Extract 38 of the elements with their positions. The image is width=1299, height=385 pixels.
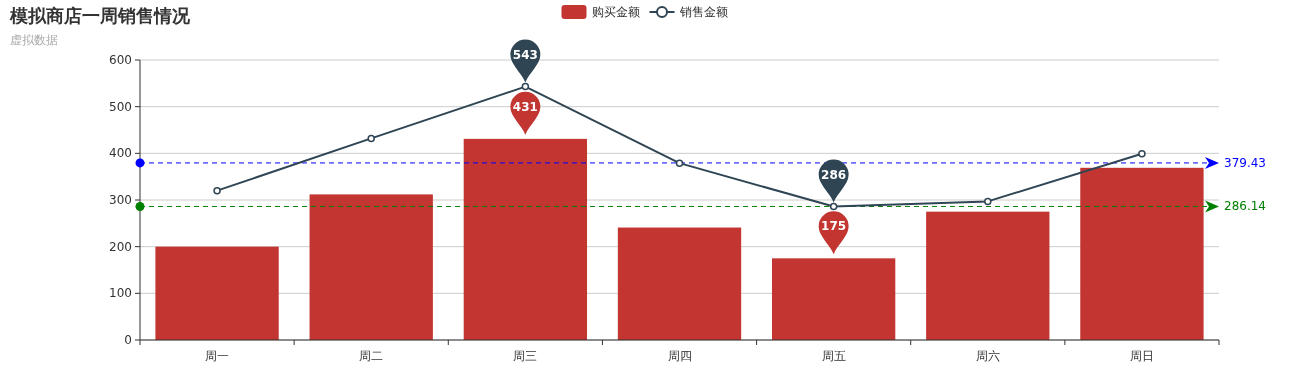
text: 虚拟数据 (10, 33, 58, 47)
y-tick-label: 500 (109, 99, 132, 114)
bar (1080, 167, 1204, 340)
ref-line-label: 379.43 (1224, 155, 1266, 170)
annotation: 543 (512, 47, 538, 62)
y-tick-label: 600 (109, 53, 132, 67)
annotation: 286 (821, 167, 847, 182)
bar (155, 246, 279, 340)
legend-label: 销售金额 (678, 5, 728, 19)
y-tick-label: 0 (124, 333, 132, 347)
chart-title: 模拟商店一周销售情况 (9, 5, 191, 26)
annotation: 175 (821, 219, 847, 234)
x-tick-label: 周日 (1129, 349, 1154, 363)
x-tick-label: 周五 (821, 349, 846, 363)
ref-line-label: 286.14 (1224, 199, 1266, 214)
y-tick-label: 300 (109, 193, 132, 207)
point (367, 134, 375, 143)
point (1138, 150, 1146, 158)
point (984, 197, 992, 206)
y-tick-label: 400 (109, 146, 132, 161)
bar (309, 194, 433, 340)
bar (771, 258, 896, 340)
point (675, 159, 684, 167)
y-tick-label: 100 (109, 286, 132, 301)
y-tick-label: 200 (109, 239, 132, 254)
bar (463, 138, 588, 340)
point (521, 82, 530, 91)
x-tick-label: 周二 (359, 349, 384, 363)
legend-label: 购买金额 (591, 5, 640, 19)
point (829, 202, 838, 211)
bar (926, 211, 1050, 340)
bar (617, 227, 742, 340)
x-tick-label: 周四 (667, 349, 692, 363)
x-tick-label: 周三 (513, 349, 538, 363)
annotation: 431 (512, 99, 538, 114)
point (213, 186, 221, 195)
x-tick-label: 周一 (205, 349, 230, 363)
x-tick-label: 周六 (975, 349, 1000, 363)
